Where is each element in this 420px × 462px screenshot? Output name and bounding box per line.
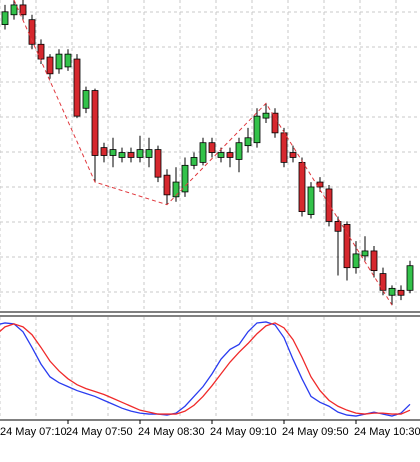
candle-body: [388, 287, 396, 296]
x-tick-label: 24 May 07:10: [0, 426, 67, 438]
candle-body: [199, 142, 207, 163]
time-axis: 24 May 07:10 24 May 07:50 24 May 08:30 24 M…: [0, 420, 420, 438]
candle-body: [244, 137, 252, 147]
candle-body: [46, 56, 54, 75]
candle-body: [352, 253, 360, 269]
stochastic-line: [0, 321, 411, 417]
candle-body: [82, 90, 90, 109]
candle-body: [271, 112, 279, 134]
candle-body: [181, 164, 189, 193]
candle-body: [280, 132, 288, 163]
x-tick-label: 24 May 07:50: [66, 426, 133, 438]
candle-body: [118, 152, 126, 158]
candle-body: [307, 186, 315, 215]
candle-body: [1, 11, 9, 26]
candle-body: [109, 149, 117, 156]
price-panel: [1, 0, 414, 306]
candle-body: [100, 147, 108, 156]
candle-body: [28, 19, 36, 45]
candle-body: [136, 149, 144, 158]
candle-body: [64, 53, 72, 68]
candle-body: [145, 149, 153, 158]
x-tick-label: 24 May 08:30: [138, 426, 205, 438]
candle-body: [298, 161, 306, 212]
candle-body: [73, 58, 81, 117]
candle-body: [190, 157, 198, 166]
candle-body: [397, 289, 405, 296]
candle-body: [370, 250, 378, 272]
stochastic-line: [0, 322, 411, 415]
candle-body: [235, 142, 243, 160]
candle-body: [343, 223, 351, 269]
candle-body: [37, 43, 45, 60]
x-tick-label: 24 May 09:10: [210, 426, 277, 438]
candle-body: [10, 4, 18, 16]
candle-body: [361, 250, 369, 257]
candle-body: [253, 115, 261, 144]
candle-body: [217, 152, 225, 158]
candle-body: [91, 90, 99, 156]
candle-body: [127, 152, 135, 158]
candle-body: [325, 188, 333, 222]
x-tick-label: 24 May 10:30: [354, 426, 420, 438]
candle-body: [208, 142, 216, 153]
candle-body: [154, 149, 162, 178]
candle-body: [406, 265, 414, 291]
candle-body: [289, 152, 297, 158]
stochastic-panel: [0, 321, 411, 417]
candle-body: [226, 152, 234, 158]
candle-body: [55, 53, 63, 70]
candle-body: [163, 174, 171, 196]
x-tick-label: 24 May 09:50: [282, 426, 349, 438]
candle-body: [262, 112, 270, 119]
candle-body: [19, 4, 27, 16]
candle-body: [334, 221, 342, 232]
zigzag-line: [13, 0, 393, 306]
candle-body: [172, 181, 180, 198]
